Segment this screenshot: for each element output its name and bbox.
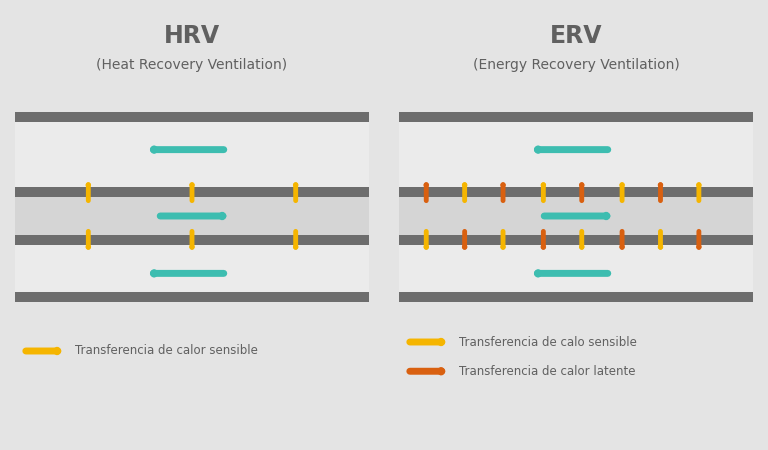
Text: ERV: ERV <box>550 24 602 48</box>
Bar <box>15 187 369 245</box>
Bar <box>399 187 753 245</box>
Bar <box>15 292 369 302</box>
Bar <box>15 235 369 245</box>
Text: (Heat Recovery Ventilation): (Heat Recovery Ventilation) <box>97 58 287 72</box>
Bar <box>399 187 753 197</box>
Text: (Energy Recovery Ventilation): (Energy Recovery Ventilation) <box>472 58 680 72</box>
Bar <box>399 112 753 302</box>
Bar <box>15 112 369 302</box>
Bar <box>399 235 753 245</box>
Text: Transferencia de calor latente: Transferencia de calor latente <box>458 365 635 378</box>
Text: HRV: HRV <box>164 24 220 48</box>
Bar <box>15 112 369 122</box>
Text: Transferencia de calo sensible: Transferencia de calo sensible <box>458 336 637 348</box>
Bar <box>399 292 753 302</box>
Bar <box>399 112 753 122</box>
Bar <box>15 187 369 197</box>
Text: Transferencia de calor sensible: Transferencia de calor sensible <box>75 345 258 357</box>
